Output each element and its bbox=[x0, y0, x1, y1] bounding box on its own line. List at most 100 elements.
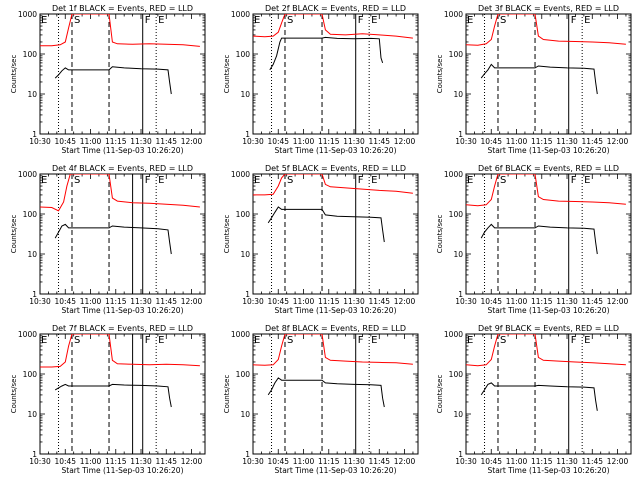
y-axis-label: Counts/sec bbox=[436, 215, 444, 254]
period-letter: E bbox=[584, 335, 590, 346]
marker-lines bbox=[484, 14, 583, 134]
chart-panel-9: Det 9f BLACK = Events, RED = LLD 1 10 100 10… bbox=[436, 324, 632, 475]
y-tick-label: 10 bbox=[240, 410, 250, 419]
series-events-line bbox=[480, 382, 598, 411]
period-letter: E bbox=[371, 175, 377, 186]
data-series bbox=[40, 174, 200, 255]
x-axis-label: Start Time (11-Sep-03 10:26:20) bbox=[275, 306, 397, 315]
y-axis-label: Counts/sec bbox=[223, 375, 231, 414]
x-tick-label: 12:00 bbox=[181, 457, 203, 466]
y-tick-label: 100 bbox=[449, 210, 464, 219]
y-tick-label: 1000 bbox=[231, 330, 250, 339]
panel-title: Det 5f BLACK = Events, RED = LLD bbox=[265, 164, 406, 173]
plot-frame bbox=[39, 333, 206, 455]
x-tick-label: 11:00 bbox=[80, 297, 102, 306]
series-lld-line bbox=[466, 174, 626, 207]
x-tick-label: 11:00 bbox=[293, 297, 315, 306]
marker-lines bbox=[484, 334, 583, 454]
y-tick-label: 10 bbox=[453, 250, 463, 259]
y-tick-label: 100 bbox=[236, 210, 251, 219]
x-tick-label: 10:30 bbox=[29, 457, 51, 466]
period-letter: S bbox=[287, 175, 293, 186]
period-letter: S bbox=[500, 15, 506, 26]
period-letter: S bbox=[74, 175, 80, 186]
period-letter: E bbox=[371, 335, 377, 346]
x-tick-label: 11:15 bbox=[318, 297, 340, 306]
period-letter: F bbox=[358, 15, 364, 26]
period-letter: F bbox=[571, 15, 577, 26]
y-tick-label: 1000 bbox=[444, 170, 463, 179]
data-series bbox=[253, 14, 413, 71]
data-series bbox=[466, 174, 626, 255]
panel-title: Det 6f BLACK = Events, RED = LLD bbox=[478, 164, 619, 173]
y-axis-label: Counts/sec bbox=[10, 375, 18, 414]
x-tick-label: 11:15 bbox=[531, 137, 553, 146]
x-tick-label: 11:00 bbox=[80, 457, 102, 466]
x-tick-label: 11:45 bbox=[155, 297, 177, 306]
x-tick-label: 11:00 bbox=[293, 457, 315, 466]
data-series bbox=[253, 334, 413, 408]
y-tick-label: 10 bbox=[27, 250, 37, 259]
x-tick-label: 10:30 bbox=[455, 457, 477, 466]
plot-frame bbox=[252, 333, 419, 455]
x-tick-label: 11:45 bbox=[155, 457, 177, 466]
x-tick-label: 10:45 bbox=[54, 137, 76, 146]
y-tick-label: 100 bbox=[449, 370, 464, 379]
x-tick-label: 10:30 bbox=[242, 457, 264, 466]
marker-lines bbox=[58, 334, 157, 454]
x-tick-label: 11:30 bbox=[130, 137, 152, 146]
x-tick-label: 11:30 bbox=[556, 457, 578, 466]
period-letter: E bbox=[41, 15, 47, 26]
plot-frame bbox=[465, 173, 632, 295]
x-tick-label: 11:00 bbox=[293, 137, 315, 146]
x-tick-label: 11:30 bbox=[130, 297, 152, 306]
y-tick-label: 1 bbox=[245, 130, 250, 139]
period-letter: S bbox=[74, 335, 80, 346]
x-tick-label: 10:45 bbox=[480, 297, 502, 306]
period-letter: E bbox=[254, 15, 260, 26]
marker-lines bbox=[271, 174, 370, 294]
x-tick-label: 11:30 bbox=[556, 137, 578, 146]
plot-frame bbox=[252, 173, 419, 295]
y-tick-label: 1 bbox=[458, 290, 463, 299]
y-tick-label: 1000 bbox=[444, 10, 463, 19]
x-tick-label: 11:30 bbox=[556, 297, 578, 306]
x-tick-label: 11:15 bbox=[318, 137, 340, 146]
y-tick-label: 10 bbox=[240, 90, 250, 99]
y-tick-label: 100 bbox=[236, 370, 251, 379]
y-tick-label: 100 bbox=[23, 370, 38, 379]
x-tick-label: 10:30 bbox=[29, 297, 51, 306]
chart-panel-6: Det 6f BLACK = Events, RED = LLD 1 10 100 10… bbox=[436, 164, 632, 315]
x-tick-label: 11:00 bbox=[80, 137, 102, 146]
series-lld-line bbox=[253, 334, 413, 366]
plot-frame bbox=[39, 173, 206, 295]
x-tick-label: 11:15 bbox=[105, 137, 127, 146]
period-letter: E bbox=[584, 15, 590, 26]
period-letter: E bbox=[254, 335, 260, 346]
period-letter: S bbox=[287, 15, 293, 26]
period-letter: F bbox=[145, 15, 151, 26]
x-axis-label: Start Time (11-Sep-03 10:26:20) bbox=[488, 306, 610, 315]
x-tick-label: 10:30 bbox=[242, 297, 264, 306]
x-tick-label: 11:15 bbox=[318, 457, 340, 466]
plot-frame bbox=[465, 333, 632, 455]
plot-frame bbox=[39, 13, 206, 135]
x-tick-label: 12:00 bbox=[607, 297, 629, 306]
x-tick-label: 12:00 bbox=[394, 297, 416, 306]
x-tick-label: 11:30 bbox=[130, 457, 152, 466]
panel-title: Det 2f BLACK = Events, RED = LLD bbox=[265, 4, 406, 13]
period-letter: F bbox=[358, 175, 364, 186]
x-tick-label: 11:30 bbox=[343, 137, 365, 146]
y-tick-label: 100 bbox=[236, 50, 251, 59]
x-tick-label: 10:45 bbox=[54, 297, 76, 306]
panel-title: Det 8f BLACK = Events, RED = LLD bbox=[265, 324, 406, 333]
marker-lines bbox=[484, 174, 583, 294]
period-letter: E bbox=[254, 175, 260, 186]
y-axis-label: Counts/sec bbox=[223, 55, 231, 94]
series-events-line bbox=[54, 223, 172, 255]
period-letter: E bbox=[158, 175, 164, 186]
x-tick-label: 11:45 bbox=[368, 137, 390, 146]
period-letter: E bbox=[584, 175, 590, 186]
x-tick-label: 10:45 bbox=[267, 457, 289, 466]
period-letter: F bbox=[145, 175, 151, 186]
